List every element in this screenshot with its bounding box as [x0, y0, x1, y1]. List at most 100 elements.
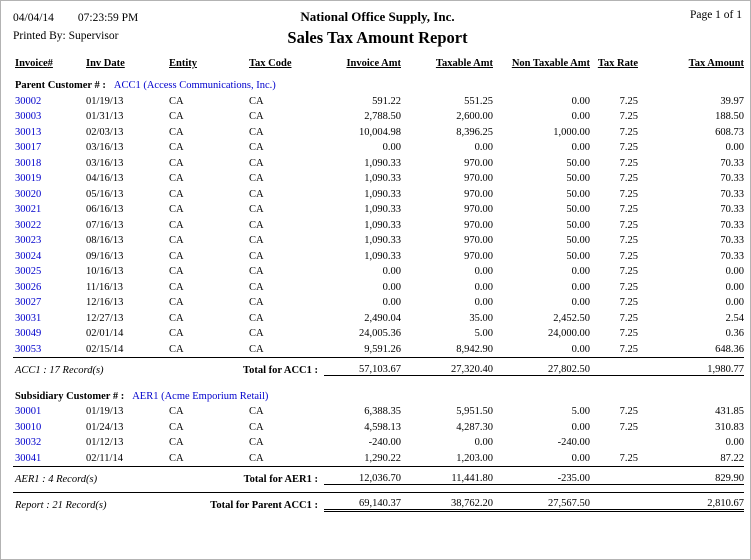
cell-invoice-amt: 4,598.13 — [364, 421, 401, 433]
cell-inv-date: 02/03/13 — [86, 126, 124, 138]
cell-invoice-amt: 1,090.33 — [364, 235, 401, 246]
invoice-number-link[interactable]: 30053 — [15, 343, 42, 355]
date-time-line: 04/04/14 07:23:59 PM — [13, 9, 287, 27]
cell-taxable-amt: 1,203.00 — [456, 452, 493, 464]
cell-invoice-amt: 1,090.33 — [364, 219, 401, 231]
spacer-row — [13, 485, 744, 493]
cell-tax-rate: 7.25 — [619, 328, 638, 339]
invoice-row: 30003 01/31/13 CA CA 2,788.50 2,600.00 0.00 7.2… — [13, 107, 744, 122]
cell-non-taxable-amt: 0.00 — [571, 421, 590, 433]
customer-link[interactable]: ACC1 (Access Communications, Inc.) — [113, 80, 276, 91]
cell-invoice-amt: 591.22 — [372, 95, 401, 107]
cell-tax-code: CA — [249, 173, 264, 184]
column-header-label: Taxable Amt — [435, 58, 493, 69]
print-date: 04/04/14 — [13, 12, 54, 24]
invoice-number-link[interactable]: 30041 — [15, 452, 42, 464]
invoice-number-link[interactable]: 30001 — [15, 406, 42, 417]
invoice-number-link[interactable]: 30023 — [15, 235, 42, 246]
cell-inv-date: 01/19/13 — [86, 406, 124, 417]
invoice-number-link[interactable]: 30031 — [15, 312, 42, 324]
invoice-row: 30017 03/16/13 CA CA 0.00 0.00 0.00 7.25 0.00 — [13, 138, 744, 153]
invoice-number-link[interactable]: 30026 — [15, 281, 42, 293]
cell-taxable-amt: 4,287.30 — [456, 421, 493, 433]
invoice-number-link[interactable]: 30020 — [15, 188, 42, 200]
cell-taxable-amt: 970.00 — [464, 188, 493, 200]
cell-taxable-amt: 970.00 — [464, 204, 493, 215]
invoice-number-link[interactable]: 30027 — [15, 297, 42, 308]
invoice-row: 30018 03/16/13 CA CA 1,090.33 970.00 50.00 7.25… — [13, 153, 744, 169]
cell-tax-rate: 7.25 — [619, 219, 638, 231]
customer-link[interactable]: AER1 (Acme Emporium Retail) — [132, 390, 269, 402]
cell-inv-date: 11/16/13 — [86, 281, 123, 293]
invoice-row: 30026 11/16/13 CA CA 0.00 0.00 0.00 7.25 0.00 — [13, 277, 744, 293]
report-total-row: Report : 21 Record(s) Total for Parent AC… — [13, 492, 744, 512]
cell-invoice-amt: 1,090.33 — [364, 188, 401, 200]
invoice-number-link[interactable]: 30013 — [15, 126, 42, 138]
column-header-label: Invoice Amt — [346, 58, 401, 69]
cell-non-taxable-amt: 1,000.00 — [553, 126, 590, 138]
cell-taxable-amt: 0.00 — [474, 297, 493, 308]
invoice-number-link[interactable]: 30025 — [15, 266, 42, 277]
invoice-number-link[interactable]: 30049 — [15, 328, 42, 339]
column-header-non-taxable-amt: Non Taxable Amt — [493, 58, 590, 73]
cell-tax-amount: 39.97 — [720, 95, 744, 107]
invoice-number-link[interactable]: 30017 — [15, 142, 42, 153]
cell-invoice: 30001 — [13, 402, 86, 417]
invoice-number-link[interactable]: 30010 — [15, 421, 42, 433]
cell-invoice: 30022 — [13, 215, 86, 231]
cell-tax-amount: 431.85 — [715, 406, 744, 417]
invoice-number-link[interactable]: 30021 — [15, 204, 42, 215]
cell-non-taxable-amt: 24,000.00 — [548, 328, 590, 339]
invoice-number-link[interactable]: 30019 — [15, 173, 42, 184]
cell-non-taxable-amt: 0.00 — [571, 281, 590, 293]
cell-tax-amount: 70.33 — [720, 173, 744, 184]
cell-tax-rate: 7.25 — [619, 188, 638, 200]
cell-invoice: 30032 — [13, 433, 86, 448]
cell-invoice: 30027 — [13, 293, 86, 308]
cell-invoice-amt: 1,290.22 — [364, 452, 401, 464]
cell-inv-date: 02/11/14 — [86, 452, 123, 464]
cell-taxable-amt: 970.00 — [464, 173, 493, 184]
cell-non-taxable-amt: -240.00 — [557, 437, 590, 448]
column-header-invoice: Invoice# — [13, 58, 86, 73]
cell-entity: CA — [169, 142, 184, 153]
invoice-row: 30024 09/16/13 CA CA 1,090.33 970.00 50.00 7.25… — [13, 246, 744, 262]
spacer-cell — [13, 376, 744, 384]
cell-inv-date: 04/16/13 — [86, 173, 124, 184]
cell-entity: CA — [169, 219, 184, 231]
cell-tax-amount: 2.54 — [725, 312, 744, 324]
cell-tax-code: CA — [249, 111, 264, 122]
column-header-tax-code: Tax Code — [249, 58, 324, 73]
invoice-row: 30031 12/27/13 CA CA 2,490.04 35.00 2,452.50 7.… — [13, 308, 744, 324]
cell-invoice-amt: 24,005.36 — [359, 328, 401, 339]
cell-entity: CA — [169, 281, 184, 293]
invoice-row: 30053 02/15/14 CA CA 9,591.26 8,942.90 0.00 7.2… — [13, 339, 744, 355]
invoice-row: 30021 06/16/13 CA CA 1,090.33 970.00 50.00 7.25… — [13, 200, 744, 215]
cell-invoice: 30021 — [13, 200, 86, 215]
cell-non-taxable-amt: 50.00 — [566, 250, 590, 262]
total-label: Total for Parent ACC1 : — [169, 492, 324, 511]
cell-invoice-amt: 0.00 — [382, 142, 401, 153]
invoice-number-link[interactable]: 30003 — [15, 111, 42, 122]
cell-tax-rate: 7.25 — [619, 204, 638, 215]
column-header-label: Invoice# — [15, 58, 53, 69]
cell-invoice: 30003 — [13, 107, 86, 122]
invoice-number-link[interactable]: 30024 — [15, 250, 42, 262]
cell-tax-amount: 0.00 — [725, 266, 744, 277]
invoice-number-link[interactable]: 30002 — [15, 95, 42, 107]
cell-taxable-amt: 8,396.25 — [456, 126, 493, 138]
invoice-row: 30041 02/11/14 CA CA 1,290.22 1,203.00 0.00 7.2… — [13, 448, 744, 464]
cell-taxable-amt: 5.00 — [474, 328, 493, 339]
total-value-tax-rate — [590, 492, 638, 512]
invoice-number-link[interactable]: 30022 — [15, 219, 42, 231]
cell-inv-date: 03/16/13 — [86, 142, 124, 153]
column-header-label: Tax Rate — [597, 58, 638, 69]
print-info: 04/04/14 07:23:59 PM Printed By: Supervis… — [13, 9, 287, 46]
cell-entity: CA — [169, 111, 184, 122]
cell-invoice-amt: 0.00 — [382, 281, 401, 293]
invoice-number-link[interactable]: 30018 — [15, 157, 42, 169]
cell-invoice: 30041 — [13, 448, 86, 464]
column-header-entity: Entity — [169, 58, 249, 73]
page-number: Page 1 of 1 — [689, 9, 742, 21]
invoice-number-link[interactable]: 30032 — [15, 437, 42, 448]
